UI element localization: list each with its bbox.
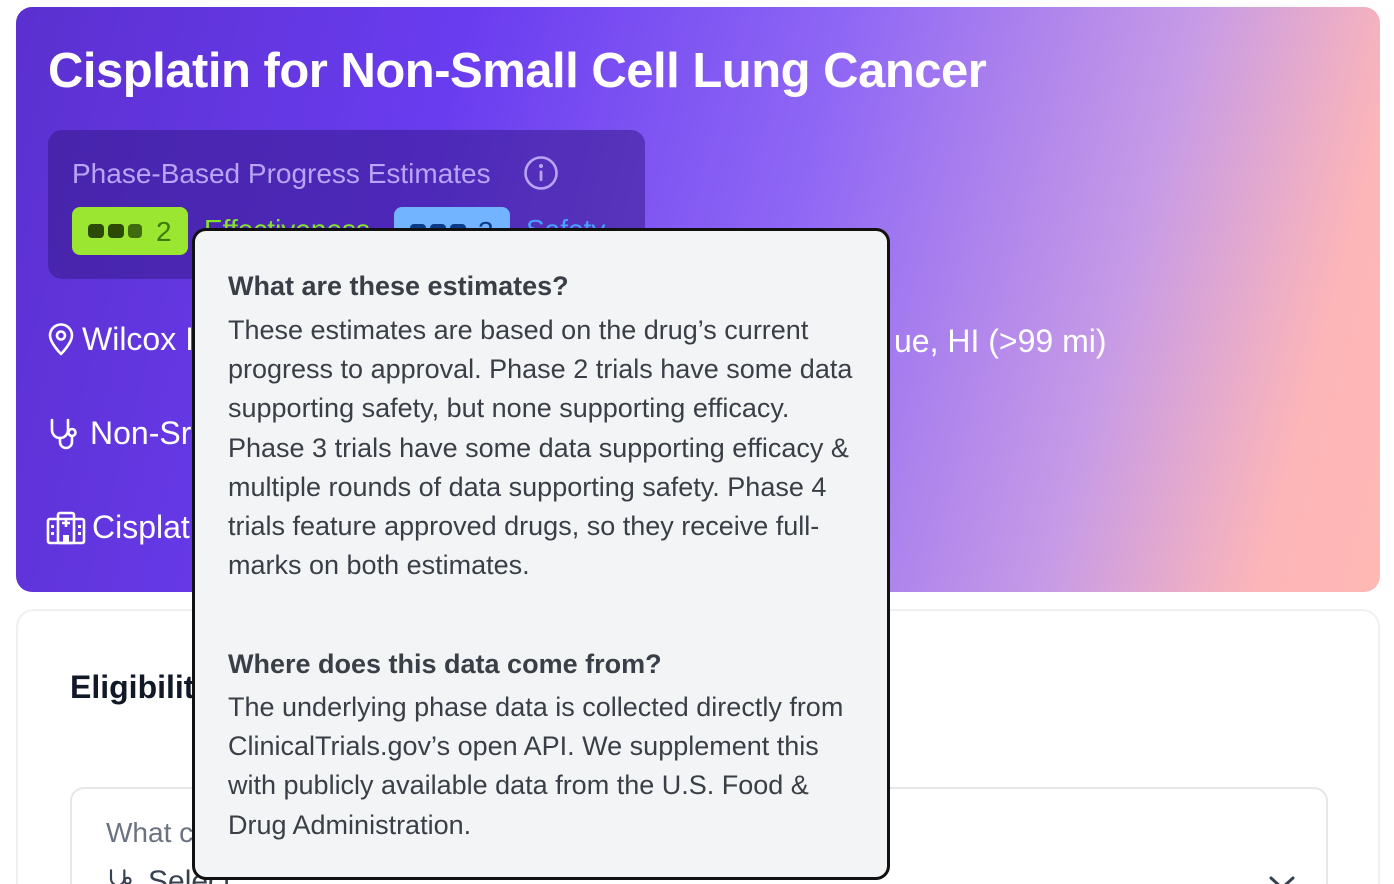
stethoscope-icon [109, 869, 132, 884]
estimates-info-tooltip: What are these estimates? These estimate… [192, 228, 890, 880]
effectiveness-badge: 2 [72, 207, 188, 255]
page-title: Cisplatin for Non-Small Cell Lung Cancer [48, 44, 987, 98]
map-pin-icon [48, 322, 74, 355]
effectiveness-level-dots [88, 224, 142, 238]
stethoscope-icon [50, 418, 77, 449]
tooltip-body-estimates: These estimates are based on the drug’s … [228, 315, 853, 581]
level-dot [128, 224, 142, 238]
level-dot [108, 224, 124, 238]
estimates-title: Phase-Based Progress Estimates [72, 158, 491, 189]
tooltip-heading-source: Where does this data come from? [228, 649, 662, 679]
tooltip-heading-estimates: What are these estimates? [228, 271, 569, 301]
location-distance: ue, HI (>99 mi) [894, 323, 1107, 359]
eligibility-title: Eligibilit [70, 669, 195, 705]
condition-text: Non-Sr [90, 415, 192, 451]
level-dot [88, 224, 104, 238]
question-text: What c [106, 817, 194, 848]
trial-drug: Cisplat [46, 509, 190, 546]
info-circle-icon[interactable] [522, 154, 560, 192]
drug-text: Cisplat [92, 509, 190, 545]
location-text: Wilcox I [82, 321, 194, 357]
effectiveness-value: 2 [156, 216, 172, 247]
hospital-icon [46, 511, 86, 544]
trial-location: Wilcox I [46, 321, 194, 358]
chevron-down-icon[interactable] [1268, 875, 1296, 884]
trial-condition: Non-Sr [46, 415, 191, 452]
tooltip-body-source: The underlying phase data is collected d… [228, 692, 844, 840]
